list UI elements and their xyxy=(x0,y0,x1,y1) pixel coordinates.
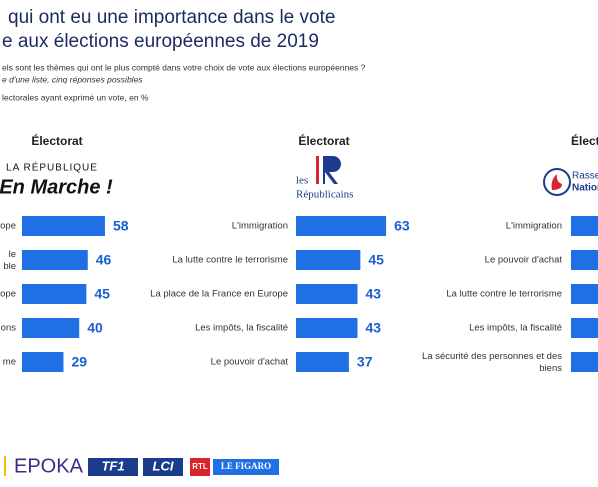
value-label: 45 xyxy=(368,252,384,268)
bar xyxy=(22,250,88,270)
value-label: 37 xyxy=(357,354,373,370)
instruction: e d'une liste, cinq réponses possibles xyxy=(2,74,143,84)
footer-logo: LCI xyxy=(153,458,174,473)
logo-text: Républicains xyxy=(296,189,353,201)
base: lectorales ayant exprimé un vote, en % xyxy=(2,92,149,102)
rtl-box xyxy=(190,458,210,476)
bar xyxy=(571,250,598,270)
bar xyxy=(296,250,361,270)
value-label: 40 xyxy=(87,320,103,336)
footer-logo: RTL xyxy=(192,462,208,471)
logo-text: En Marche ! xyxy=(0,176,113,198)
value-label: 58 xyxy=(113,218,129,234)
lci-box xyxy=(143,458,183,476)
bar xyxy=(571,352,598,372)
logo-text: Rasser xyxy=(572,171,598,182)
bar xyxy=(296,352,349,372)
footer-mark xyxy=(4,456,6,476)
category-label: L'immigration xyxy=(232,221,288,232)
category-label: le ble xyxy=(3,249,16,272)
lr-logo-bar xyxy=(316,156,319,184)
bar xyxy=(22,284,87,304)
category-label: L'immigration xyxy=(506,221,562,232)
category-label: La place de la France en Europe xyxy=(150,289,288,300)
bar xyxy=(296,318,358,338)
bar xyxy=(571,318,598,338)
bar xyxy=(296,284,358,304)
category-label: La lutte contre le terrorisme xyxy=(446,289,562,300)
bar xyxy=(571,284,598,304)
category-label: Les impôts, la fiscalité xyxy=(195,323,288,334)
value-label: 29 xyxy=(71,354,87,370)
footer-logo: LE FIGARO xyxy=(221,461,271,471)
value-label: 43 xyxy=(365,320,381,336)
value-label: 63 xyxy=(394,218,410,234)
title-line: e aux élections européennes de 2019 xyxy=(2,31,319,52)
lr-logo-r xyxy=(323,156,341,184)
title-line: qui ont eu une importance dans le vote xyxy=(8,7,335,28)
logo-text: Nation xyxy=(572,183,598,194)
footer-logo: EPOKA xyxy=(14,455,84,477)
category-label: ope xyxy=(0,289,16,300)
question: els sont les thèmes qui ont le plus comp… xyxy=(2,62,366,72)
bar xyxy=(22,216,105,236)
panel-heading: Électo xyxy=(571,133,598,148)
bar xyxy=(22,352,64,372)
tf1-box xyxy=(88,458,138,476)
category-label: me xyxy=(3,357,16,368)
panel-heading: Électorat xyxy=(31,133,82,148)
bar xyxy=(571,216,598,236)
category-label: ope xyxy=(0,221,16,232)
category-label: Le pouvoir d'achat xyxy=(485,255,563,266)
category-label: La lutte contre le terrorisme xyxy=(172,255,288,266)
category-label: Les impôts, la fiscalité xyxy=(469,323,562,334)
logo-text: LA RÉPUBLIQUE xyxy=(6,161,98,174)
bar xyxy=(22,318,80,338)
panel-heading: Électorat xyxy=(298,133,349,148)
logo-text: les xyxy=(296,175,308,187)
bar xyxy=(296,216,387,236)
value-label: 46 xyxy=(96,252,112,268)
figaro-box xyxy=(213,459,279,475)
value-label: 45 xyxy=(94,286,110,302)
rn-flame xyxy=(551,174,562,190)
footer-logo: TF1 xyxy=(101,458,124,473)
category-label: ons xyxy=(1,323,17,334)
category-label: La sécurité des personnes et des biens xyxy=(422,351,562,374)
category-label: Le pouvoir d'achat xyxy=(211,357,289,368)
value-label: 43 xyxy=(365,286,381,302)
